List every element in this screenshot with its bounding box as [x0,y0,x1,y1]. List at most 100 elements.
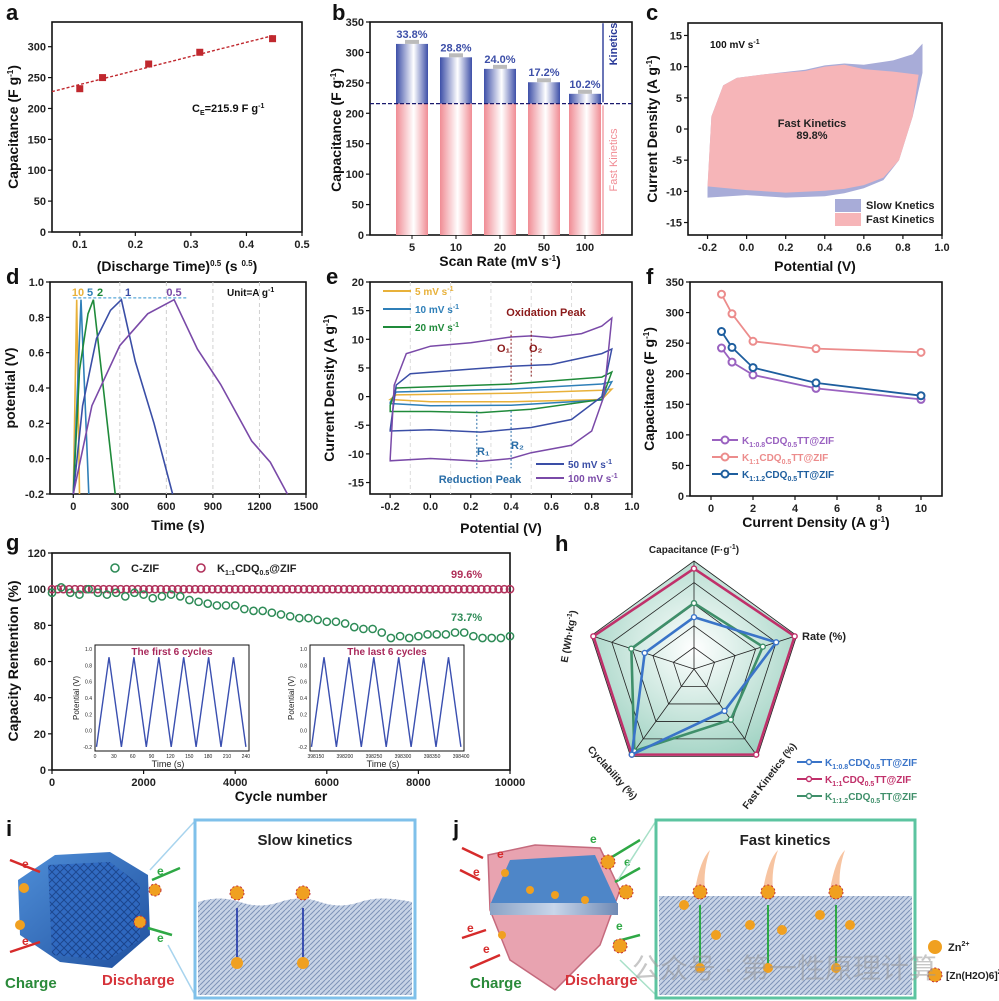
cv-curve [389,316,613,463]
x-tick-label: 1200 [247,501,271,513]
x-tick-label: 0 [49,777,55,789]
retention-point-c [111,588,121,598]
x-tick-label: 10 [450,242,462,254]
retention-point-k [196,584,206,594]
hydrated-zn-ion [618,884,634,900]
cv-curve [389,370,614,414]
hydrated-zn-ion [612,938,628,954]
x-tick-label: 8000 [406,777,430,789]
rate-marker [916,347,926,357]
inset-x-tick-label: 398250 [366,754,383,760]
y-tick-label: 10 [670,62,682,74]
radar-point [628,751,635,758]
legend-label: 20 mV s-1 [415,322,459,334]
electron-label: e [467,921,474,935]
gcd-curve-2 [72,299,116,495]
x-tick-label: 0.6 [544,501,559,513]
current-label: 10 [72,287,84,299]
x-axis-label: Scan Rate (mV s-1) [439,253,561,269]
electron-label: e [624,855,631,869]
radar-ring [672,646,716,687]
retention-point-c [230,601,240,610]
retention-point-k [248,584,257,594]
y-tick-label: 120 [28,548,46,560]
bar-fast-kinetics [440,103,472,235]
x-tick-label: 2 [750,503,756,515]
electron-arrow-in [614,866,641,884]
y-tick-label: 0 [678,491,684,503]
x-tick-label: 8 [876,503,882,515]
y-tick-label: 0 [358,230,364,242]
panel-label-e: e [326,264,338,289]
cv-curve [388,388,614,403]
retention-point-k [414,584,423,594]
inset-x-tick-label: 398150 [307,754,324,760]
fast-kinetics-label: Fast Kinetics [608,128,620,191]
panel-f-chart: 0 50 100 150 200 250 300 350 0 2 4 6 8 10 K1:0.8CDQ0.5… [641,277,943,530]
bar-cap [449,53,463,58]
legend-marker [805,792,813,800]
x-tick-label: 0.6 [856,242,871,254]
inset-y-tick-label: 0.0 [300,729,307,735]
radar-spoke [630,668,695,757]
rate-marker [811,344,821,354]
y-axis-label: potential (V) [2,348,18,429]
retention-point-c [478,633,487,643]
panel-label-j: j [452,816,459,841]
y-tick-label: -0.2 [25,489,44,501]
y-tick-label: 50 [34,196,46,208]
retention-point-k [265,584,274,594]
x-tick-label: 900 [204,501,222,513]
data-point [99,74,107,82]
radar-point [590,633,597,640]
inset-title: The first 6 cycles [131,647,213,658]
rate-marker [748,363,758,373]
retention-point-k [322,584,332,594]
o2-label: O₂ [529,343,543,355]
data-point [145,60,153,68]
data-point [76,85,84,93]
y-tick-label: -5 [354,420,364,432]
y-tick-label: 150 [346,139,364,151]
x-tick-label: 4000 [223,777,247,789]
rate-marker [727,309,737,319]
rate-marker [748,336,758,346]
o1-label: O₁ [497,343,511,355]
y-tick-label: 80 [34,620,46,632]
retention-point-k [396,584,406,594]
radar-point [690,599,698,607]
radar-axis-label: Capacitance (F·g-1) [649,544,739,556]
radar-point [791,633,798,640]
retention-point-c [276,610,286,619]
bar-cap [405,39,419,44]
hydrated-zn-legend-icon [927,967,943,983]
retention-point-k [488,584,498,594]
cv-curve [389,380,614,407]
inset-y-tick-label: 0.8 [300,663,307,669]
zn-ion [498,931,506,939]
retention-point-c [349,622,359,632]
x-axis-label: Potential (V) [774,258,856,274]
watermark: 公众号 · 第一性原理计算 [632,953,937,984]
retention-point-k [419,584,429,594]
gcd-curve-10 [72,299,81,495]
legend-label: 10 mV s-1 [415,304,459,316]
zn-legend-icon [928,940,942,954]
current-label: 0.5 [166,287,181,299]
retention-point-k [339,584,349,594]
zn-ion [551,891,559,899]
retention-point-c [47,588,57,598]
x-axis-label: (Discharge Time)0.5 (s 0.5) [97,258,258,274]
y-axis-label: Capacity Rentention (%) [5,580,21,741]
retention-point-c [340,619,350,628]
x-axis-label: Cycle number [235,788,328,804]
final-value-c: 73.7% [451,612,482,624]
current-label: 2 [97,287,103,299]
legend-marker-c [110,563,120,573]
retention-point-k [368,584,377,594]
x-tick-label: 5 [409,242,415,254]
legend-label: K1:0.8CDQ0.5TT@ZIF [742,436,834,449]
radar-series [630,601,765,753]
legend-swatch-slow [835,199,861,212]
